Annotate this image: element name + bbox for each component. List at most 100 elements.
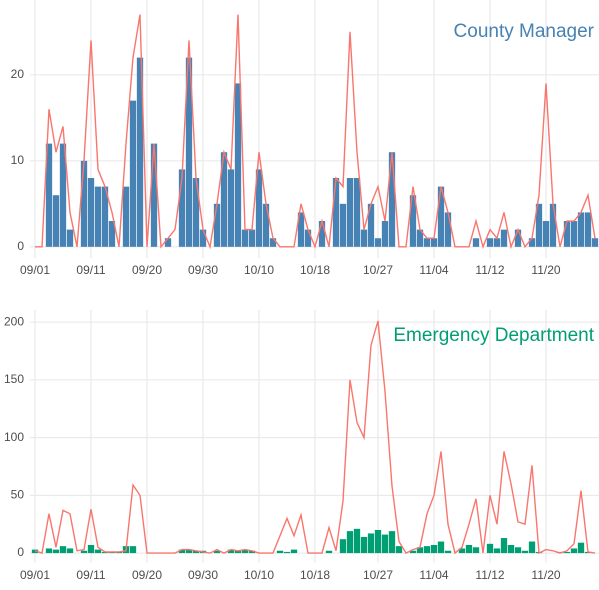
bar [66, 548, 74, 554]
x-tick-label: 10/27 [363, 568, 393, 582]
bar [360, 229, 368, 247]
bar [101, 186, 109, 247]
bar [507, 544, 515, 554]
bar [304, 229, 312, 247]
x-tick-label: 10/10 [244, 263, 274, 277]
bar [437, 186, 445, 247]
x-tick-label: 09/20 [132, 263, 162, 277]
x-tick-label: 09/11 [76, 263, 105, 277]
bar [416, 547, 424, 554]
bar [213, 203, 221, 247]
x-tick-label: 11/20 [531, 263, 560, 277]
x-tick-label: 11/12 [475, 263, 504, 277]
x-tick-label: 11/04 [419, 568, 448, 582]
x-tick-label: 09/01 [20, 263, 50, 277]
bar [570, 548, 578, 554]
line [34, 320, 596, 555]
bar [430, 238, 438, 247]
bar [437, 541, 445, 554]
y-tick-label: 100 [4, 430, 24, 444]
bar [94, 186, 102, 247]
bar [542, 221, 550, 247]
bar [262, 203, 270, 247]
y-tick-label: 200 [4, 314, 24, 328]
bar [381, 221, 389, 247]
bar [297, 212, 305, 247]
bar [577, 212, 585, 247]
bar [465, 544, 473, 554]
x-tick-label: 09/30 [188, 263, 218, 277]
bar [493, 238, 501, 247]
bar [192, 178, 200, 247]
bar [94, 549, 102, 554]
bar [444, 212, 452, 247]
bar [563, 551, 571, 554]
bar [381, 534, 389, 554]
bar [59, 143, 67, 247]
bar [346, 178, 354, 247]
bar [353, 178, 361, 247]
y-tick-label: 0 [17, 545, 24, 559]
bar [234, 550, 242, 554]
bar [549, 203, 557, 247]
bar [591, 238, 599, 247]
x-tick-label: 11/20 [531, 568, 560, 582]
bar [227, 169, 235, 247]
bar [255, 169, 263, 247]
bar [409, 550, 417, 554]
bar [535, 203, 543, 247]
bar [563, 221, 571, 247]
bar [318, 221, 326, 247]
bar [409, 195, 417, 247]
bar [472, 547, 480, 554]
bar [283, 551, 291, 554]
x-tick-label: 10/18 [300, 568, 330, 582]
bar [486, 543, 494, 554]
bar [423, 546, 431, 554]
bar [87, 178, 95, 247]
bar [514, 229, 522, 247]
x-tick-label: 09/11 [76, 568, 105, 582]
bar [528, 541, 536, 554]
x-tick-label: 11/12 [475, 568, 504, 582]
bar [178, 549, 186, 554]
bar [178, 169, 186, 247]
y-tick-label: 0 [17, 239, 24, 253]
bar [486, 238, 494, 247]
bar [500, 538, 508, 554]
bar [136, 57, 144, 247]
bar [472, 238, 480, 247]
y-tick-label: 50 [11, 488, 25, 502]
bar [227, 549, 235, 554]
bar [185, 549, 193, 554]
bar [332, 178, 340, 247]
bar [514, 547, 522, 554]
bar [234, 83, 242, 247]
panel: 0 10 20 09/01 09/11 09/20 09/30 10/10 10/18 10/27… [11, 0, 599, 277]
bar [416, 229, 424, 247]
bar [276, 550, 284, 554]
chart-title: County Manager [454, 21, 595, 42]
bar [584, 212, 592, 247]
bar [570, 221, 578, 247]
x-tick-label: 09/01 [20, 568, 50, 582]
bar [129, 100, 137, 247]
bar [241, 549, 249, 554]
bar [80, 160, 88, 247]
bar [577, 542, 585, 554]
bar [248, 229, 256, 247]
bar [423, 238, 431, 247]
y-tick-label: 150 [4, 372, 24, 386]
bar [430, 544, 438, 554]
bar [339, 539, 347, 554]
x-tick-label: 10/18 [300, 263, 330, 277]
bar [248, 550, 256, 554]
bar [220, 152, 228, 247]
bar [192, 550, 200, 554]
bar [52, 549, 60, 554]
bar [45, 548, 53, 554]
bar [199, 229, 207, 247]
bar [367, 533, 375, 554]
